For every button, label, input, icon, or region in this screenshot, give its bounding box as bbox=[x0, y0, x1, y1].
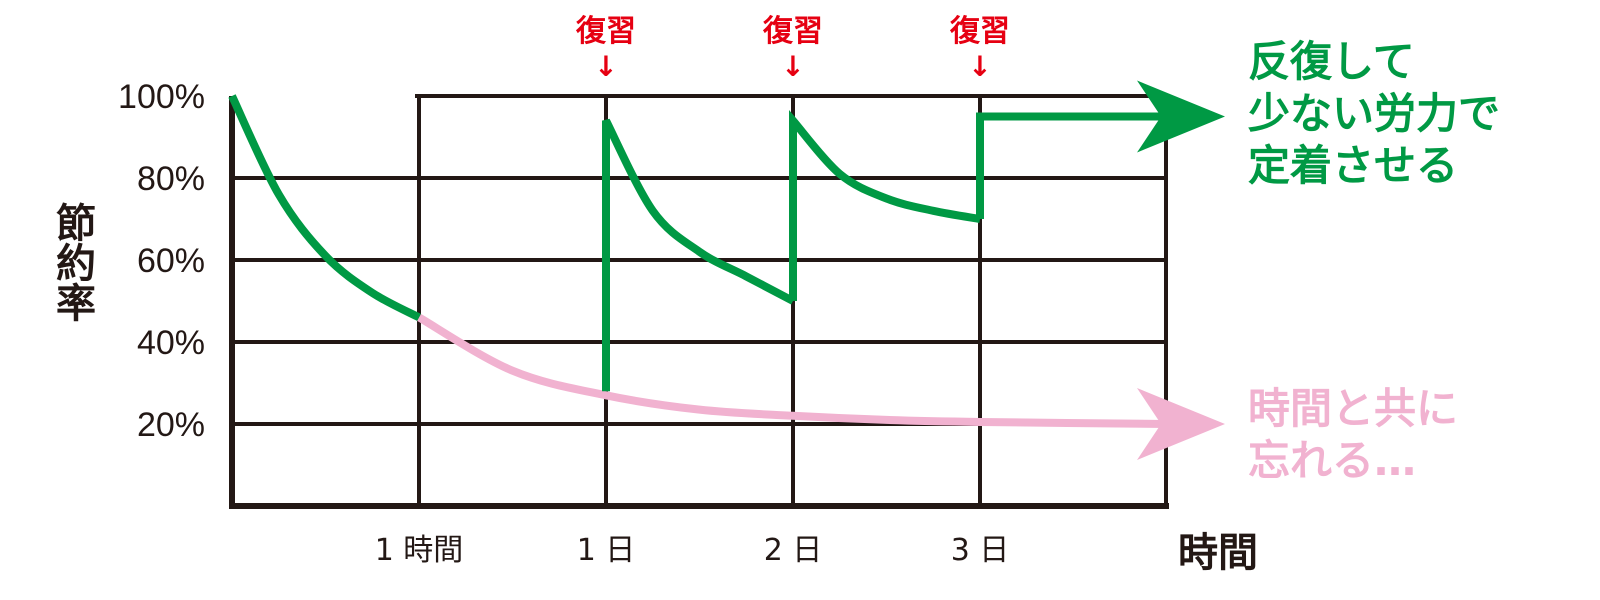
x-tick-label: 3 日 bbox=[951, 533, 1010, 568]
y-tick-label: 60% bbox=[137, 242, 205, 280]
review-label: 復習 bbox=[762, 14, 823, 49]
series-layer bbox=[228, 80, 1225, 460]
y-tick-label: 40% bbox=[137, 324, 205, 362]
series-segment bbox=[417, 313, 1168, 428]
series-annotation: 少ない労力で bbox=[1248, 89, 1500, 138]
x-tick-label: 2 日 bbox=[764, 533, 823, 568]
y-axis-title: 節約率 bbox=[49, 202, 96, 322]
series-segment bbox=[228, 94, 421, 321]
series-arrowhead bbox=[1137, 80, 1225, 153]
review-arrow: ↓ bbox=[968, 50, 991, 83]
series-segment bbox=[976, 112, 1167, 219]
series-forget-line bbox=[417, 313, 1225, 460]
series-annotation: 反復して bbox=[1248, 37, 1415, 86]
review-label: 復習 bbox=[949, 14, 1010, 49]
series-annotation: 時間と共に bbox=[1248, 384, 1458, 433]
series-annotation: 忘れる… bbox=[1248, 436, 1416, 485]
x-tick-label: 1 日 bbox=[577, 533, 636, 568]
grid-lines bbox=[229, 94, 1169, 509]
series-segment bbox=[789, 109, 981, 301]
series-annotation: 定着させる bbox=[1248, 141, 1458, 190]
series-arrowhead bbox=[1137, 388, 1225, 460]
review-arrow: ↓ bbox=[594, 50, 617, 83]
x-tick-label: 1 時間 bbox=[375, 533, 464, 568]
series-review-line bbox=[228, 80, 1225, 392]
series-segment bbox=[602, 118, 795, 392]
review-label: 復習 bbox=[575, 14, 636, 49]
y-tick-label: 100% bbox=[118, 78, 205, 116]
y-tick-label: 20% bbox=[137, 406, 205, 444]
y-tick-label: 80% bbox=[137, 160, 205, 198]
review-arrow: ↓ bbox=[781, 50, 804, 83]
x-axis-title: 時間 bbox=[1178, 530, 1258, 576]
